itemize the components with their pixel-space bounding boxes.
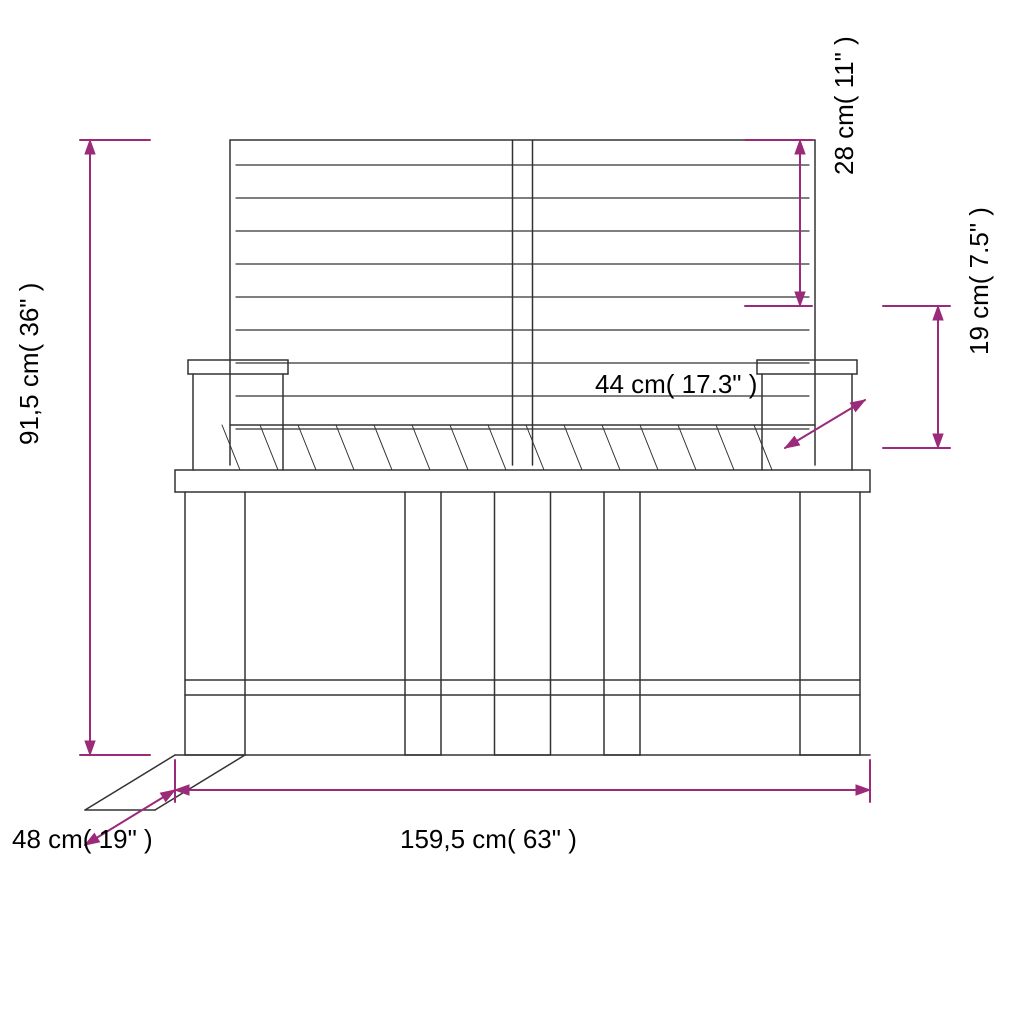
dim-label-width: 159,5 cm( 63" ) (400, 825, 577, 854)
dimension-line (785, 400, 865, 448)
dimension-line (175, 785, 870, 795)
dimension-line (85, 140, 95, 755)
dim-label-back_upper: 28 cm( 11" ) (830, 36, 859, 175)
dimension-diagram (0, 0, 1024, 1024)
dim-label-seat_depth: 44 cm( 17.3" ) (595, 370, 757, 399)
dim-label-height: 91,5 cm( 36" ) (15, 283, 44, 445)
bench-drawing (85, 140, 870, 810)
dimension-line (933, 306, 943, 448)
dim-label-depth: 48 cm( 19" ) (12, 825, 153, 854)
dim-label-arm_height: 19 cm( 7.5" ) (965, 207, 994, 355)
